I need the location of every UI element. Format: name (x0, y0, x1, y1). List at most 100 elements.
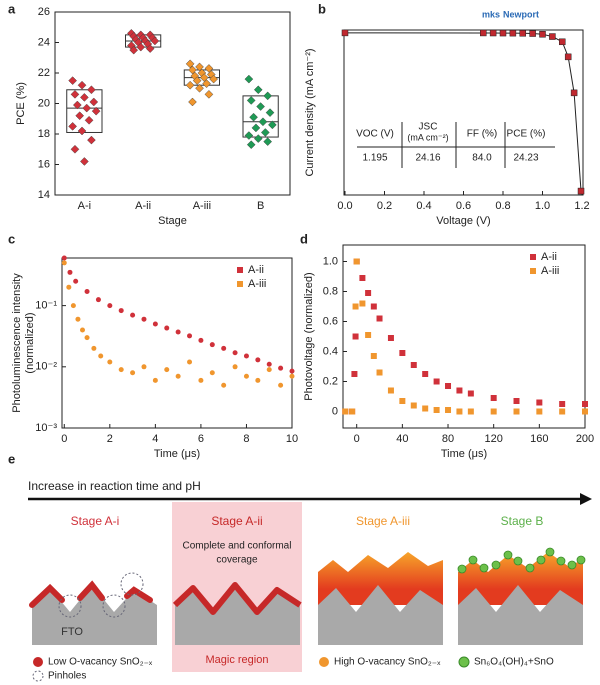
data-point (365, 290, 372, 296)
data-point (202, 79, 211, 89)
logo: mks (482, 9, 500, 19)
table-header: PCE (%) (507, 129, 546, 140)
panel-letter: e (8, 451, 15, 466)
data-point (66, 284, 72, 290)
legend-label: A-iii (541, 265, 559, 277)
table-header: FF (%) (467, 129, 498, 140)
data-point (187, 333, 193, 339)
data-point (513, 408, 520, 415)
data-point (243, 353, 249, 359)
y-tick-label: 20 (38, 97, 50, 109)
x-tick-label: 0.8 (495, 200, 510, 212)
data-point (342, 408, 349, 415)
data-point (61, 255, 67, 261)
data-point (529, 30, 536, 37)
data-point (199, 73, 209, 82)
data-point (118, 367, 124, 373)
data-point (577, 187, 585, 195)
data-point (72, 100, 82, 110)
data-point (349, 408, 356, 415)
data-point (564, 53, 572, 61)
data-point (456, 408, 463, 415)
stage-b (457, 547, 586, 645)
legend-label: Low O-vacancy SnO₂₋ₓ (48, 657, 153, 668)
data-point (187, 359, 193, 365)
table-cell: 24.16 (415, 153, 440, 164)
data-point (164, 325, 170, 331)
legend-label: Pinholes (48, 671, 86, 682)
y-tick-label: 14 (38, 189, 50, 201)
data-point (370, 353, 377, 359)
legend-swatch (237, 267, 243, 273)
data-point (549, 33, 556, 40)
data-point (490, 408, 497, 415)
data-point (195, 62, 204, 72)
data-point (359, 275, 366, 281)
x-tick-label: A-iii (193, 200, 211, 212)
x-tick-label: 8 (243, 433, 249, 445)
data-point (198, 377, 204, 383)
x-tick-label: A-ii (135, 200, 151, 212)
data-point (399, 350, 406, 356)
jv-curve (344, 32, 582, 192)
data-point (376, 369, 383, 376)
data-point (91, 345, 97, 351)
data-point (399, 398, 406, 404)
data-point (77, 80, 87, 90)
arrow-head (580, 493, 592, 505)
data-point (118, 308, 124, 314)
y-axis-label: (normalized) (24, 312, 36, 373)
data-point (266, 367, 272, 373)
data-point (70, 144, 80, 154)
y-tick-label: 26 (38, 6, 50, 18)
x-tick-label: 40 (396, 433, 408, 445)
note: Complete and conformal (183, 541, 292, 552)
stage-a-ii (175, 585, 300, 645)
data-point (221, 382, 227, 388)
note: coverage (216, 555, 258, 566)
data-point (84, 115, 94, 125)
data-point (376, 315, 383, 322)
data-point (185, 80, 195, 90)
x-tick-label: 0.2 (377, 200, 392, 212)
data-point (559, 408, 566, 415)
data-point (232, 350, 238, 356)
arrow-label: Increase in reaction time and pH (28, 479, 201, 493)
data-point (232, 364, 238, 370)
logo: Newport (503, 9, 539, 19)
data-point (499, 29, 507, 37)
data-point (433, 407, 440, 413)
data-point (80, 93, 89, 102)
data-point (80, 157, 89, 166)
legend-swatch (32, 670, 44, 682)
data-point (536, 408, 543, 415)
data-point (387, 335, 394, 341)
plot-frame (343, 29, 584, 196)
data-point (251, 123, 261, 133)
data-point (513, 398, 520, 404)
data-point (75, 111, 85, 121)
stage-a-iii (318, 552, 443, 645)
stage-label: Stage A-i (71, 514, 120, 528)
x-tick-label: 6 (198, 433, 204, 445)
data-point (61, 260, 67, 266)
data-point (195, 83, 204, 93)
y-tick-label: 0.8 (323, 285, 338, 297)
x-tick-label: 4 (152, 433, 158, 445)
data-point (582, 401, 588, 407)
data-point (490, 395, 497, 401)
x-tick-label: 0 (61, 433, 67, 445)
data-point (509, 29, 517, 37)
table-header: VOC (V) (356, 129, 394, 140)
plot-frame (342, 244, 586, 429)
legend-label: A-iii (248, 278, 266, 290)
data-point (84, 289, 90, 295)
data-point (107, 359, 113, 365)
x-tick-label: A-i (78, 200, 91, 212)
data-point (268, 120, 277, 130)
data-point (263, 137, 273, 146)
data-point (192, 76, 202, 85)
data-point (98, 353, 104, 359)
plot-frame (54, 11, 291, 196)
